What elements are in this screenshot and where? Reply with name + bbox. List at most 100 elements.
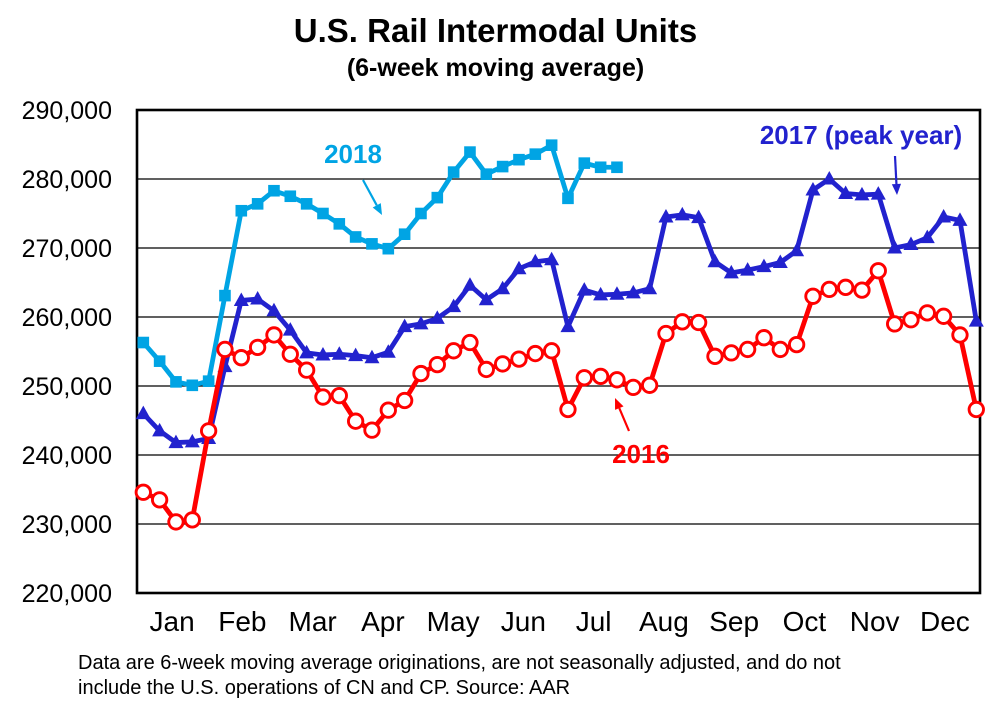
series-2016: [134, 262, 985, 531]
data-point-triangle: [299, 344, 315, 359]
data-point-triangle: [854, 186, 870, 201]
data-point-circle: [640, 376, 659, 394]
data-point-circle: [297, 361, 316, 379]
data-point-circle: [951, 326, 969, 344]
chart-footnote: Data are 6-week moving average originati…: [78, 651, 958, 701]
data-point-circle: [314, 388, 332, 406]
data-point-square: [415, 207, 427, 220]
x-axis-tick-label: Aug: [639, 606, 689, 637]
data-point-square: [529, 148, 542, 160]
data-point-triangle: [838, 185, 854, 199]
data-point-triangle: [952, 212, 968, 226]
data-point-triangle: [560, 318, 576, 333]
data-point-square: [398, 228, 411, 240]
data-point-square: [235, 204, 248, 217]
chart-subtitle: (6-week moving average): [346, 54, 645, 82]
data-point-triangle: [887, 240, 903, 254]
data-point-triangle: [936, 208, 952, 223]
data-point-triangle: [691, 209, 707, 224]
data-point-circle: [248, 338, 267, 357]
x-axis-tick-label: Sep: [709, 606, 759, 637]
data-point-square: [513, 153, 525, 166]
data-point-triangle: [593, 286, 609, 301]
data-point-triangle: [870, 186, 886, 200]
data-point-circle: [395, 391, 414, 410]
data-point-square: [170, 376, 182, 388]
data-point-circle: [575, 369, 593, 387]
data-point-square: [480, 168, 493, 180]
data-point-triangle: [642, 280, 658, 295]
data-point-triangle: [789, 242, 805, 257]
data-point-triangle: [478, 291, 494, 306]
data-point-square: [317, 207, 329, 220]
annotation-label: 2017 (peak year): [760, 120, 962, 150]
annotation-arrowhead: [372, 203, 382, 215]
data-point-circle: [346, 412, 365, 430]
data-point-triangle: [282, 322, 298, 336]
annotation-2017-peak-year-: 2017 (peak year): [760, 120, 962, 195]
data-point-circle: [608, 371, 626, 389]
data-point-triangle: [331, 346, 347, 360]
footnote-line-1: Data are 6-week moving average originati…: [78, 652, 841, 674]
data-point-circle: [461, 333, 479, 352]
chart-title: U.S. Rail Intermodal Units: [293, 12, 698, 49]
y-axis-tick-label: 230,000: [22, 511, 112, 539]
data-point-square: [202, 375, 215, 387]
annotation-arrow-line: [362, 179, 378, 206]
x-axis-tick-label: Jun: [501, 606, 546, 637]
data-point-circle: [787, 335, 806, 354]
data-point-triangle: [380, 344, 396, 358]
data-point-square: [611, 161, 623, 174]
data-point-circle: [281, 345, 299, 363]
data-point-circle: [771, 340, 789, 359]
footnote-line-2: include the U.S. operations of CN and CP…: [78, 677, 571, 699]
data-point-circle: [706, 347, 724, 365]
y-axis-tick-label: 260,000: [22, 304, 112, 332]
data-point-circle: [902, 311, 920, 329]
data-point-square: [333, 218, 346, 230]
data-point-circle: [559, 400, 577, 419]
y-axis-tick-label: 290,000: [22, 97, 112, 125]
data-point-triangle: [364, 349, 380, 364]
data-point-triangle: [903, 236, 919, 251]
data-point-circle: [804, 287, 822, 305]
data-point-triangle: [495, 280, 511, 295]
data-point-square: [562, 192, 574, 205]
data-point-triangle: [184, 433, 200, 448]
data-point-triangle: [658, 208, 674, 223]
y-axis-tick-label: 250,000: [22, 373, 112, 401]
data-point-square: [268, 184, 280, 197]
x-axis-tick-label: Jan: [150, 606, 195, 637]
data-point-circle: [853, 281, 871, 299]
data-point-circle: [869, 262, 887, 280]
data-point-square: [464, 146, 476, 158]
annotation-label: 2018: [324, 139, 382, 169]
data-point-triangle: [135, 405, 151, 420]
x-axis-tick-label: Nov: [850, 606, 900, 637]
data-point-triangle: [266, 302, 282, 317]
data-point-circle: [477, 360, 495, 379]
data-point-triangle: [462, 277, 478, 291]
annotation-label: 2016: [612, 439, 670, 469]
data-point-square: [300, 198, 313, 210]
data-point-triangle: [805, 182, 821, 196]
data-point-circle: [526, 344, 544, 363]
data-point-triangle: [315, 346, 331, 361]
data-point-circle: [216, 340, 234, 359]
data-point-triangle: [723, 264, 739, 279]
data-point-circle: [591, 367, 610, 385]
data-point-circle: [493, 355, 512, 373]
data-point-square: [594, 161, 607, 174]
data-point-triangle: [576, 282, 592, 296]
annotation-2016: 2016: [612, 398, 670, 469]
data-point-triangle: [429, 310, 445, 324]
annotation-arrowhead: [891, 183, 902, 195]
data-point-circle: [428, 355, 446, 374]
y-axis-tick-label: 220,000: [22, 580, 112, 608]
data-point-circle: [150, 491, 169, 509]
data-point-square: [284, 190, 297, 203]
annotation-arrow-line: [893, 155, 898, 185]
data-point-circle: [444, 342, 463, 360]
x-axis-tick-label: Jul: [576, 606, 612, 637]
